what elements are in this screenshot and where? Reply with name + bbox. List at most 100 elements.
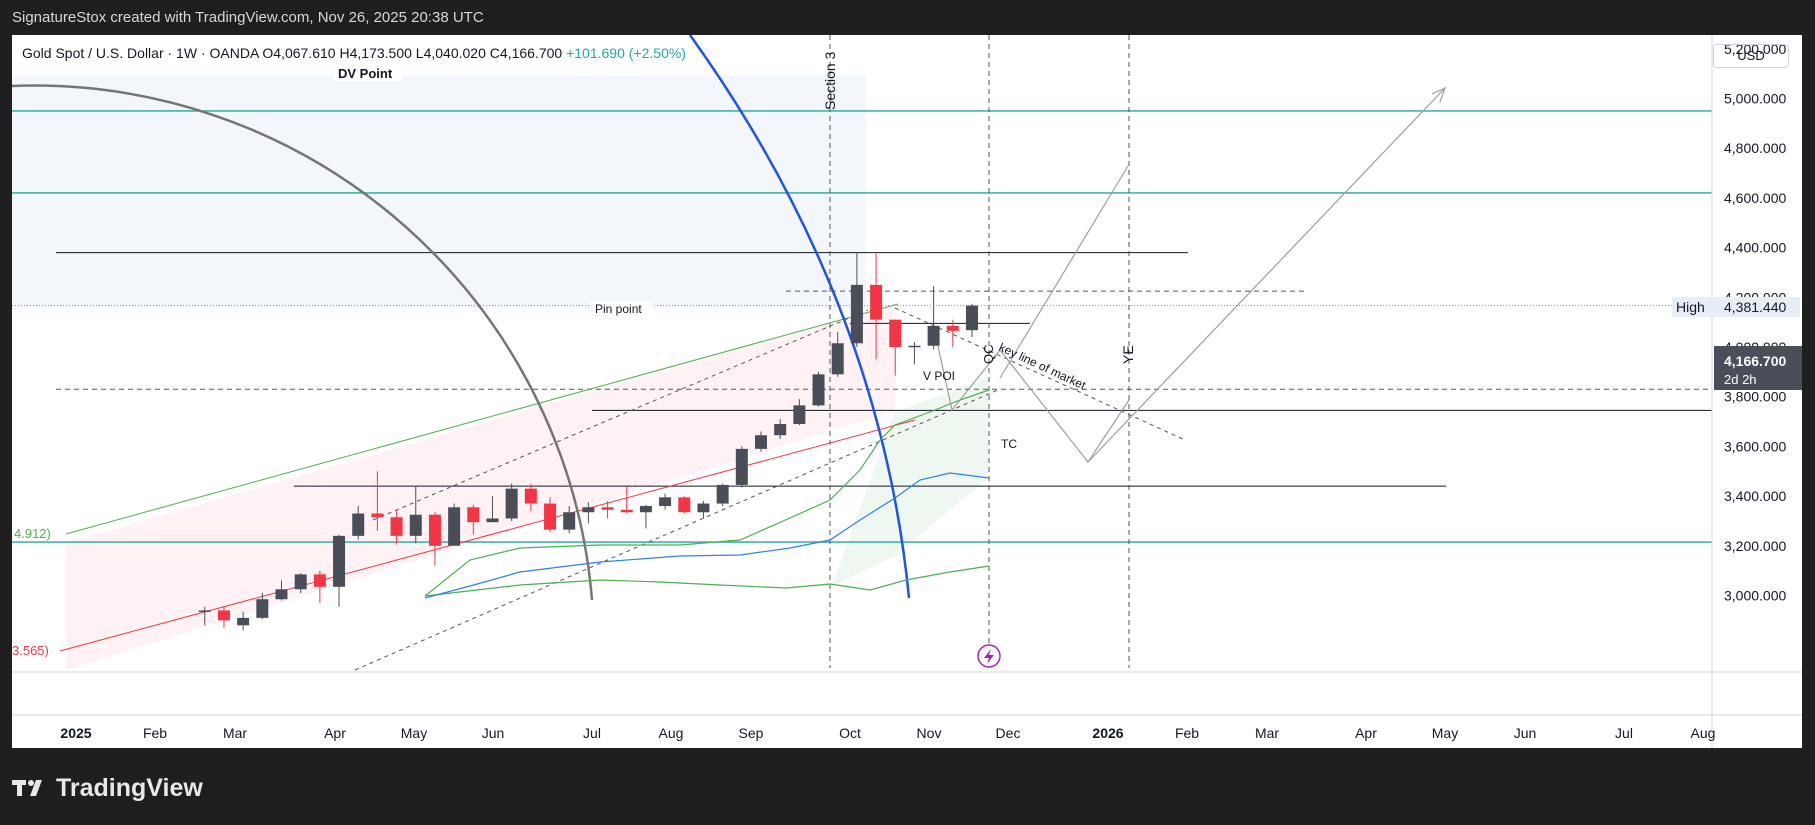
time-tick: May [1432, 725, 1458, 741]
candle [313, 570, 326, 603]
candle [256, 593, 269, 620]
candle [735, 446, 748, 488]
candle-body [889, 319, 902, 347]
time-tick: Jun [482, 725, 505, 741]
shade-blue-region [12, 76, 866, 308]
high-label: H [339, 45, 350, 61]
candle-body [755, 435, 767, 449]
countdown-value: 2d 2h [1724, 372, 1757, 387]
time-tick: Nov [917, 725, 942, 741]
candle-body [352, 513, 365, 536]
key-line-market [894, 307, 1186, 441]
candle-body [524, 488, 537, 504]
symbol-name[interactable]: Gold Spot / U.S. Dollar · 1W · OANDA [22, 45, 259, 61]
pin-point-label: Pin point [595, 302, 642, 316]
left-red-label: 3.565) [12, 643, 49, 658]
shade-green-region [832, 378, 988, 586]
projection-arrow-head [1431, 86, 1447, 103]
open-label: O [262, 45, 274, 61]
shade-pink-channel [66, 304, 895, 670]
key-line-label: key line of market [997, 340, 1089, 393]
candle [448, 503, 461, 546]
candle [275, 580, 288, 601]
dashed-channel-lower [354, 388, 1001, 671]
lightning-glyph-icon [984, 649, 994, 664]
qc-label: QC [981, 345, 996, 365]
symbol-info: Gold Spot / U.S. Dollar · 1W · OANDA O4,… [22, 45, 686, 61]
currency-button[interactable]: USD [1713, 44, 1789, 68]
time-tick: Apr [1355, 725, 1377, 741]
candle [678, 496, 691, 514]
candle-body [716, 484, 729, 504]
close-value: 4,166.700 [499, 45, 563, 61]
candle-body [198, 610, 211, 612]
time-tick: Aug [659, 725, 684, 741]
time-tick: Jul [1615, 725, 1633, 741]
time-tick: 2025 [60, 725, 91, 741]
candle-body [275, 589, 288, 600]
gray-arc [12, 84, 594, 601]
price-tick: 3,200.000 [1724, 538, 1786, 554]
candle [812, 371, 825, 407]
plot-area: DV Point Pin point Section 3 V POI key line … [12, 35, 1712, 671]
candle [697, 501, 710, 519]
time-tick: May [401, 725, 427, 741]
candle [428, 512, 441, 566]
candle [563, 506, 576, 534]
candle [716, 483, 729, 507]
candle [390, 509, 403, 545]
ye-label: YE [1120, 345, 1136, 364]
candle [601, 501, 614, 519]
candle [620, 486, 633, 514]
candle [755, 431, 767, 452]
time-tick: Jul [583, 725, 601, 741]
candle-body [850, 284, 863, 344]
candle-body [448, 507, 461, 546]
time-tick: 2026 [1092, 725, 1123, 741]
price-tick: 4,400.000 [1724, 240, 1786, 256]
candle-body [659, 497, 672, 507]
lower-band [424, 565, 990, 597]
open-value: 4,067.610 [273, 45, 336, 61]
dv-point-bg [334, 66, 402, 81]
candle-body [467, 507, 480, 523]
low-label: L [415, 45, 424, 61]
candle-body [313, 574, 326, 587]
candle-body [428, 514, 441, 546]
last-price-badge [1714, 346, 1802, 390]
projection-path-a [937, 345, 1130, 464]
candle-body [505, 488, 518, 519]
candle [908, 342, 921, 365]
candle [889, 319, 902, 376]
candle-body [678, 497, 691, 513]
candle [946, 319, 959, 347]
candle-body [486, 518, 499, 523]
price-tick: 3,000.000 [1724, 588, 1786, 604]
candle-body [965, 305, 978, 331]
candle [639, 504, 652, 529]
time-tick: Feb [1175, 725, 1199, 741]
channel-red-lower [59, 419, 916, 652]
candle [870, 252, 883, 360]
candle [793, 399, 806, 426]
tc-label: TC [1001, 437, 1017, 451]
candle [486, 496, 499, 523]
high-badge-bg [1672, 297, 1800, 317]
candle [831, 332, 844, 377]
candle [467, 504, 480, 535]
time-tick: Aug [1691, 725, 1716, 741]
candle [965, 303, 978, 338]
candle-body [946, 325, 959, 331]
price-tick: 3,800.000 [1724, 389, 1786, 405]
candle-body [544, 503, 557, 530]
candle-body [409, 514, 422, 536]
candle [582, 502, 595, 524]
candle [774, 419, 787, 439]
candle-body [256, 599, 269, 618]
candle-body [927, 325, 940, 346]
projection-arrow-c [1087, 87, 1446, 463]
low-value: 4,040.020 [423, 45, 486, 61]
time-tick: Dec [996, 725, 1021, 741]
candle-body [793, 405, 806, 425]
